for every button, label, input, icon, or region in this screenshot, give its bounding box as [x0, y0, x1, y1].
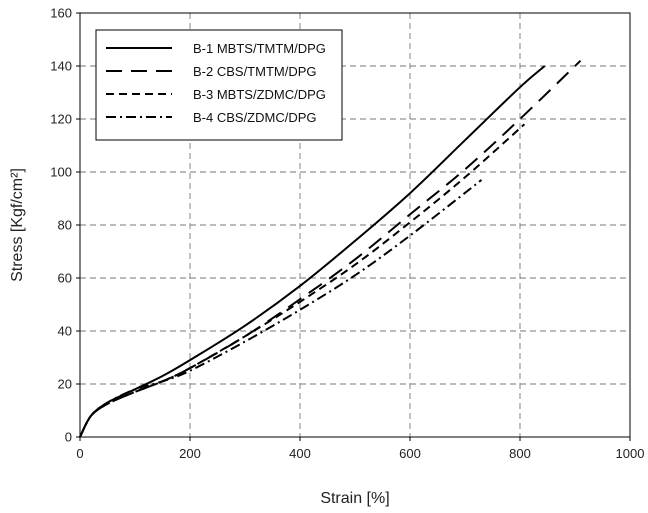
legend-label: B-2 CBS/TMTM/DPG: [193, 64, 317, 79]
x-tick-label: 800: [509, 446, 531, 461]
y-tick-label: 20: [58, 377, 72, 392]
series-line-4: [79, 179, 483, 438]
legend-entry: B-3 MBTS/ZDMC/DPG: [106, 87, 326, 102]
y-axis-title: Stress [Kgf/cm²]: [9, 168, 26, 282]
y-axis-ticks: 0 20 40 60 80 100 120 140 160: [50, 6, 80, 445]
legend-label: B-4 CBS/ZDMC/DPG: [193, 110, 317, 125]
x-axis-title: Strain [%]: [320, 490, 389, 507]
y-tick-label: 40: [58, 324, 72, 339]
y-tick-label: 100: [50, 165, 72, 180]
x-tick-label: 1000: [616, 446, 645, 461]
legend: B-1 MBTS/TMTM/DPG B-2 CBS/TMTM/DPG B-3 MBT…: [95, 29, 343, 141]
x-tick-label: 200: [179, 446, 201, 461]
legend-entry: B-2 CBS/TMTM/DPG: [106, 64, 317, 79]
y-tick-label: 0: [65, 430, 72, 445]
y-tick-label: 160: [50, 6, 72, 21]
x-tick-label: 600: [399, 446, 421, 461]
x-tick-label: 0: [76, 446, 83, 461]
legend-label: B-1 MBTS/TMTM/DPG: [193, 41, 326, 56]
y-tick-label: 120: [50, 112, 72, 127]
legend-label: B-3 MBTS/ZDMC/DPG: [193, 87, 326, 102]
x-axis-ticks: 0 200 400 600 800 1000: [76, 437, 644, 461]
y-tick-label: 60: [58, 271, 72, 286]
y-tick-label: 80: [58, 218, 72, 233]
y-tick-label: 140: [50, 59, 72, 74]
x-tick-label: 400: [289, 446, 311, 461]
series-line-3: [79, 123, 526, 438]
series-line-2: [79, 59, 582, 438]
series-lines: [79, 59, 582, 438]
legend-entry: B-4 CBS/ZDMC/DPG: [106, 110, 317, 125]
legend-entry: B-1 MBTS/TMTM/DPG: [106, 41, 326, 56]
